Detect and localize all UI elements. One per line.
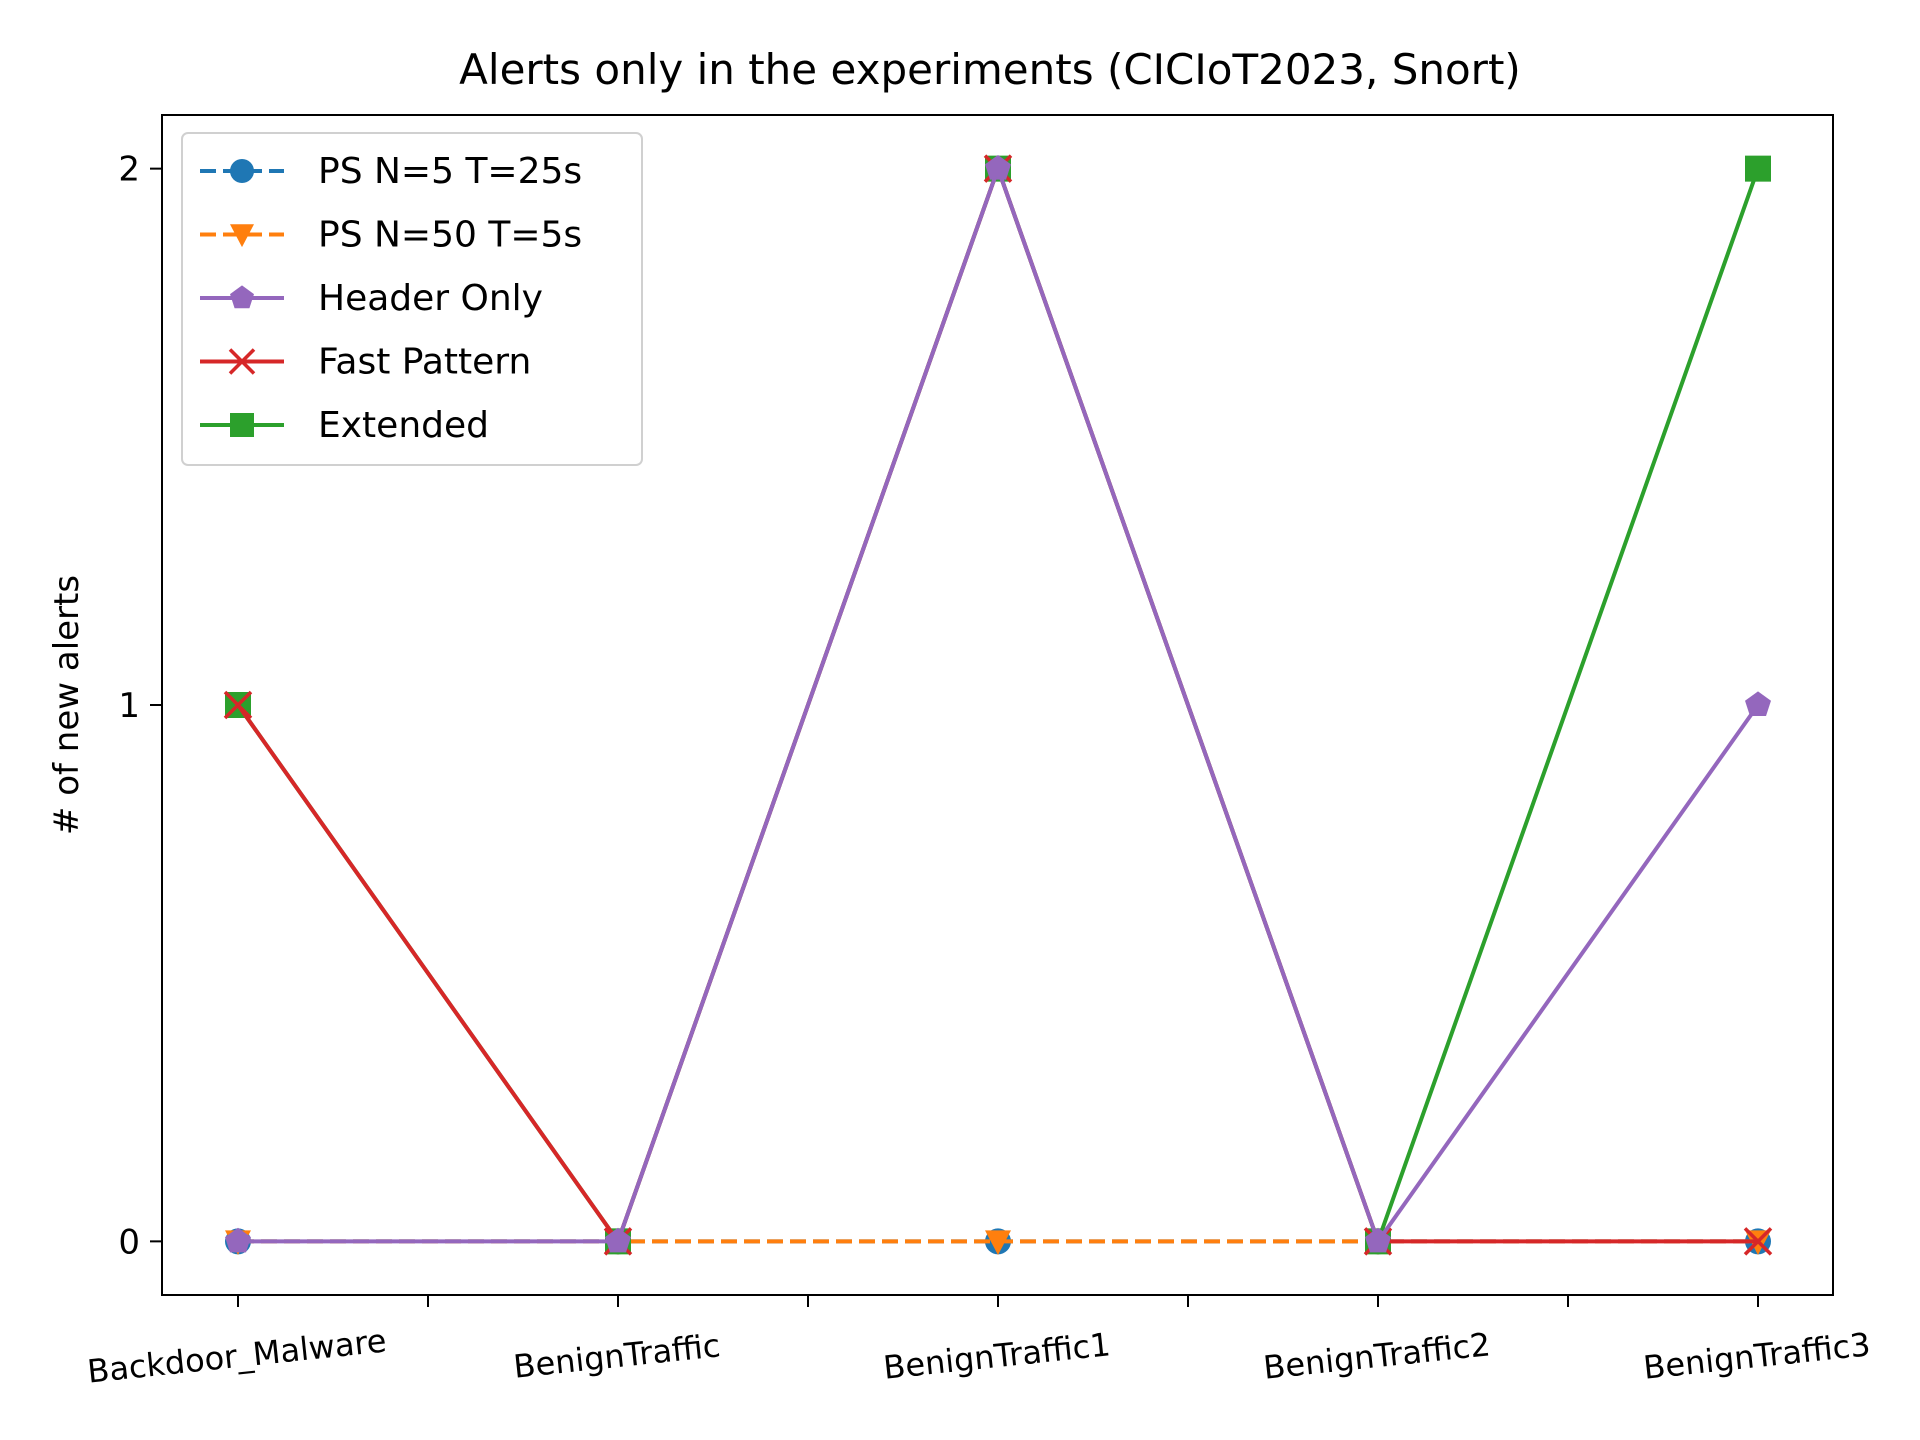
data-point	[225, 1227, 251, 1253]
data-point	[985, 154, 1011, 180]
legend-label: Header Only	[318, 278, 543, 319]
x-tick-label: BenignTraffic	[512, 1326, 722, 1385]
legend-item: Extended	[200, 405, 489, 446]
legend-marker	[230, 224, 254, 248]
legend-marker	[230, 285, 254, 309]
data-point	[1745, 691, 1771, 717]
data-point	[985, 1230, 1011, 1256]
legend-label: Fast Pattern	[318, 342, 531, 383]
legend-item: PS N=5 T=25s	[200, 151, 582, 192]
legend-item: Fast Pattern	[200, 342, 531, 383]
legend-label: PS N=50 T=5s	[318, 215, 582, 256]
legend-marker	[230, 413, 254, 437]
x-tick-label: BenignTraffic2	[1262, 1325, 1493, 1387]
data-point	[1743, 1227, 1773, 1256]
legend-box	[181, 132, 643, 466]
legend-item: PS N=50 T=5s	[200, 215, 582, 256]
y-axis-label: # of new alerts	[47, 575, 87, 835]
data-point	[605, 1227, 631, 1253]
y-tick-label: 1	[118, 686, 140, 726]
chart-title: Alerts only in the experiments (CICIoT20…	[459, 45, 1521, 94]
legend-marker	[230, 159, 254, 183]
data-point	[1365, 1227, 1391, 1253]
legend-marker	[228, 348, 256, 375]
x-tick-label: BenignTraffic1	[882, 1325, 1113, 1387]
legend-label: PS N=5 T=25s	[318, 151, 582, 192]
data-point	[223, 690, 253, 720]
y-tick-label: 2	[118, 150, 140, 190]
legend: PS N=5 T=25s PS N=50 T=5s Header Only Fast …	[181, 132, 643, 466]
x-tick-label: Backdoor_Malware	[86, 1321, 389, 1390]
x-tick-label: BenignTraffic3	[1642, 1325, 1873, 1387]
series-header-only	[225, 154, 1771, 1253]
y-tick-label: 0	[118, 1222, 140, 1262]
data-point	[1745, 155, 1771, 182]
legend-label: Extended	[318, 405, 489, 446]
legend-item: Header Only	[200, 278, 543, 319]
